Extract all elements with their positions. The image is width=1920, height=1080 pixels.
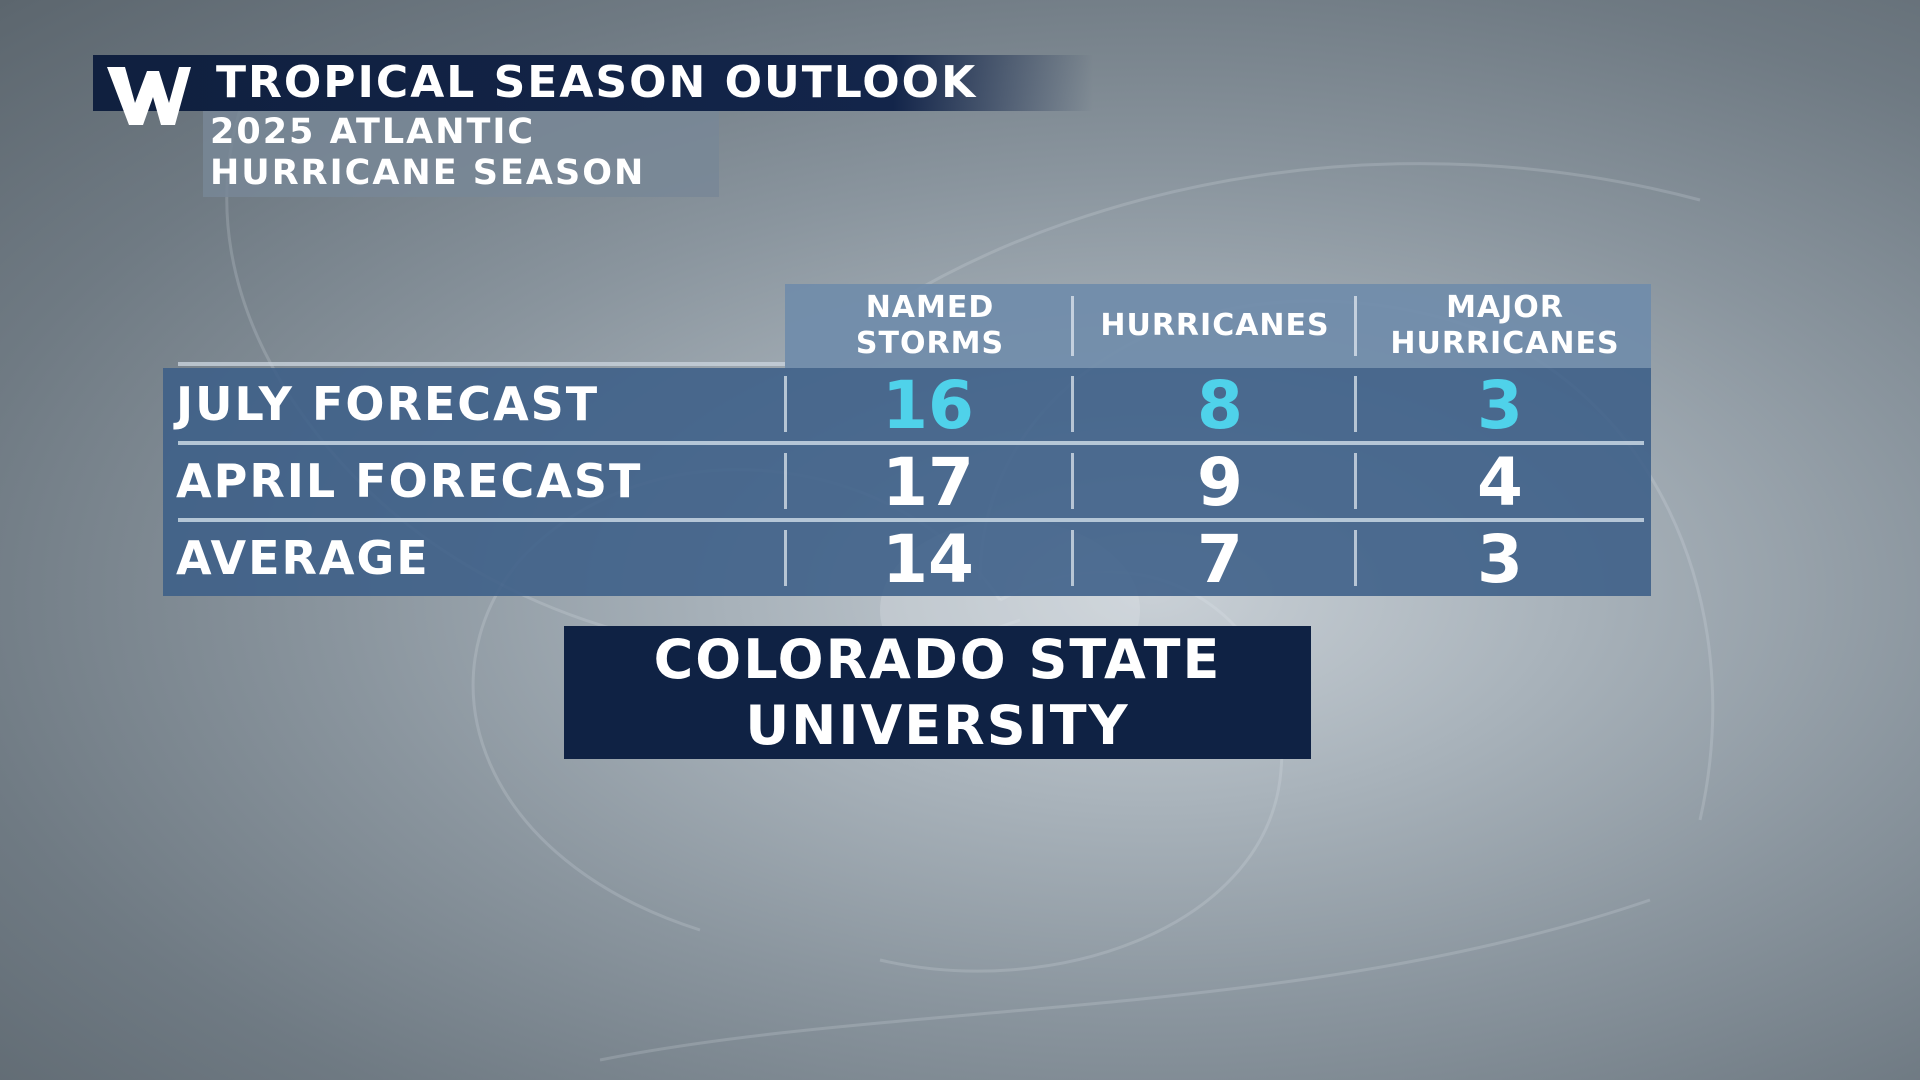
cell-divider: [1354, 376, 1357, 432]
row-label-july-forecast: JULY FORECAST: [176, 377, 600, 431]
value-cell: 16: [882, 367, 974, 444]
column-header-line: HURRICANES: [1100, 308, 1330, 343]
value-cell: 3: [1477, 367, 1523, 444]
column-header-major-hurricanes: MAJOR HURRICANES: [1360, 284, 1650, 368]
table-body: [163, 368, 1651, 596]
cell-divider: [784, 453, 787, 509]
title-bar: [93, 55, 1093, 111]
source-box: COLORADO STATE UNIVERSITY: [564, 626, 1311, 759]
value-cell: 4: [1477, 444, 1523, 521]
column-header-line: HURRICANES: [1390, 326, 1620, 361]
header-underline: [178, 362, 785, 366]
value-cell: 7: [1197, 521, 1243, 598]
cell-divider: [1071, 530, 1074, 586]
value-cell: 3: [1477, 521, 1523, 598]
subtitle-box: [203, 111, 719, 197]
cell-divider: [784, 530, 787, 586]
row-label-average: AVERAGE: [176, 531, 430, 585]
header-divider: [1071, 296, 1074, 356]
row-separator: [178, 441, 1644, 445]
subtitle-line-2: HURRICANE SEASON: [210, 153, 646, 193]
subtitle-line-1: 2025 ATLANTIC: [210, 112, 536, 152]
value-cell: 14: [882, 521, 974, 598]
row-label-april-forecast: APRIL FORECAST: [176, 454, 643, 508]
cell-divider: [1071, 376, 1074, 432]
page-title: TROPICAL SEASON OUTLOOK: [216, 57, 978, 108]
table-header: [785, 284, 1651, 368]
value-cell: 8: [1197, 367, 1243, 444]
cell-divider: [1354, 530, 1357, 586]
header-divider: [1354, 296, 1357, 356]
cell-divider: [1071, 453, 1074, 509]
value-cell: 17: [882, 444, 974, 521]
column-header-line: STORMS: [855, 326, 1005, 361]
source-line-2: UNIVERSITY: [745, 693, 1130, 757]
value-cell: 9: [1197, 444, 1243, 521]
column-header-line: NAMED: [865, 290, 995, 325]
source-line-1: COLORADO STATE: [653, 627, 1222, 691]
cell-divider: [784, 376, 787, 432]
weather-logo-icon: [100, 56, 196, 134]
cell-divider: [1354, 453, 1357, 509]
column-header-hurricanes: HURRICANES: [1075, 284, 1355, 368]
row-separator: [178, 518, 1644, 522]
column-header-line: MAJOR: [1446, 290, 1564, 325]
column-header-named-storms: NAMED STORMS: [810, 284, 1050, 368]
